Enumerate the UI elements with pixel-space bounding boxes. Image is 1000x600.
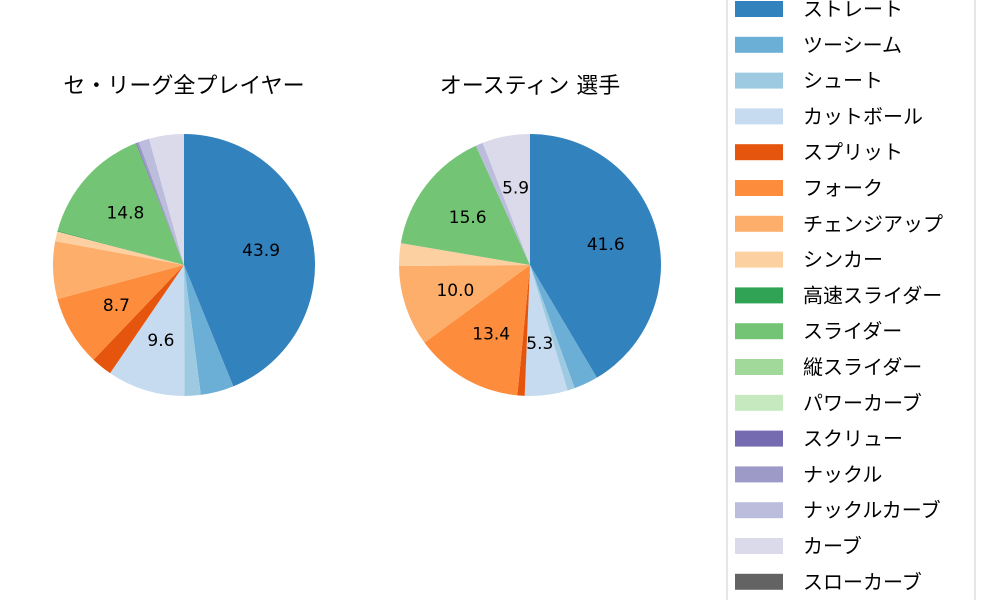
pie-title-league: セ・リーグ全プレイヤー — [63, 74, 304, 99]
legend-label-16: スローカーブ — [803, 570, 922, 594]
legend-label-5: フォーク — [803, 176, 883, 200]
legend-label-0: ストレート — [803, 0, 903, 21]
legend-label-13: ナックル — [803, 462, 882, 486]
pie-slice-league-4 — [93, 265, 184, 374]
legend-label-1: ツーシーム — [803, 33, 902, 57]
pie-chart-league: セ・リーグ全プレイヤー 43.9 9.6 8.7 14.8 — [52, 74, 315, 397]
pie-slice-league-13 — [136, 142, 184, 265]
pie-slice-league-12 — [135, 142, 184, 265]
legend-label-15: カーブ — [803, 534, 862, 558]
legend-swatch-6 — [735, 215, 783, 232]
legend-label-9: スライダー — [803, 319, 902, 343]
legend-swatch-10 — [735, 359, 783, 375]
slice-label-league-0: 43.9 — [242, 241, 280, 261]
slice-label-league-5: 8.7 — [103, 296, 130, 316]
pie-slice-league-6 — [52, 241, 184, 299]
pie-slice-player-3 — [524, 265, 568, 396]
pie-slice-player-9 — [400, 145, 530, 265]
pie-slice-player-4 — [517, 265, 530, 396]
pie-slice-league-0 — [184, 134, 315, 387]
legend-swatch-2 — [735, 72, 783, 89]
legend-swatch-4 — [735, 144, 783, 161]
legend-label-7: シンカー — [803, 248, 883, 272]
slice-label-player-6: 10.0 — [436, 281, 474, 301]
legend-swatch-3 — [735, 108, 783, 125]
legend-label-8: 高速スライダー — [803, 283, 942, 307]
legend-swatch-9 — [735, 323, 783, 340]
pie-slice-league-15 — [149, 134, 184, 265]
slice-label-player-9: 15.6 — [449, 208, 487, 228]
legend-label-3: カットボール — [803, 104, 923, 128]
slice-label-player-3: 5.3 — [526, 334, 553, 354]
legend-frame — [726, 0, 976, 600]
pie-slice-player-5 — [424, 265, 530, 396]
legend-label-11: パワーカーブ — [803, 391, 922, 415]
pie-slice-league-5 — [57, 265, 184, 360]
legend-swatch-8 — [735, 287, 783, 304]
legend-label-4: スプリット — [803, 140, 903, 164]
pie-title-player: オースティン 選手 — [440, 74, 621, 99]
pie-slice-league-14 — [138, 138, 184, 265]
legend-label-10: 縦スライダー — [803, 355, 922, 379]
pie-slice-league-7 — [55, 231, 185, 265]
pie-slice-player-2 — [530, 265, 575, 391]
pie-chart-player: オースティン 選手 41.6 5.3 13.4 10.0 15.6 5.9 — [398, 74, 661, 396]
legend-swatch-15 — [735, 538, 783, 554]
pie-slice-player-0 — [530, 134, 661, 378]
pie-slice-player-6 — [399, 265, 530, 343]
legend-label-2: シュート — [803, 69, 883, 93]
slice-label-player-5: 13.4 — [472, 324, 510, 344]
pie-slice-league-1 — [184, 265, 234, 395]
pie-slice-league-2 — [184, 265, 201, 396]
pie-slice-player-15 — [482, 134, 530, 265]
legend-label-6: チェンジアップ — [803, 212, 943, 236]
legend-swatch-13 — [735, 466, 783, 483]
legend: ストレートツーシームシュートカットボールスプリットフォークチェンジアップシンカー… — [726, 0, 976, 600]
legend-swatch-14 — [735, 502, 783, 519]
pie-slice-league-3 — [110, 265, 185, 397]
legend-swatch-16 — [735, 573, 783, 590]
pie-slice-player-1 — [530, 265, 597, 389]
pie-slice-league-9 — [57, 143, 184, 265]
legend-swatch-7 — [735, 251, 783, 268]
slice-label-player-0: 41.6 — [587, 235, 625, 255]
pie-slice-league-8 — [57, 230, 185, 265]
legend-swatch-11 — [735, 394, 783, 411]
legend-swatch-1 — [735, 36, 783, 53]
legend-label-12: スクリュー — [803, 427, 903, 451]
pie-slice-player-14 — [475, 142, 530, 265]
slice-label-league-9: 14.8 — [106, 204, 144, 224]
legend-swatch-5 — [735, 180, 783, 196]
legend-swatch-0 — [735, 1, 783, 17]
legend-swatch-12 — [735, 430, 783, 447]
legend-label-14: ナックルカーブ — [803, 498, 941, 522]
slice-label-league-3: 9.6 — [147, 331, 174, 351]
pie-slice-player-7 — [398, 243, 530, 267]
slice-label-player-15: 5.9 — [502, 179, 529, 199]
